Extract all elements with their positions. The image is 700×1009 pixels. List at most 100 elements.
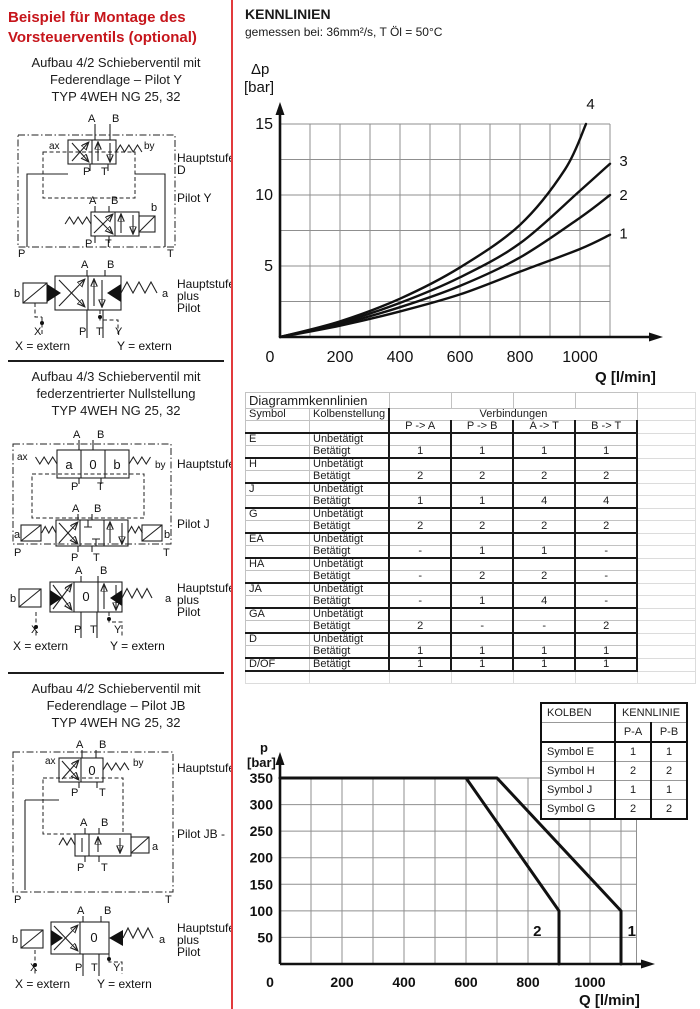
box-a-label: a	[65, 457, 73, 472]
port-t-label: T	[99, 787, 106, 799]
value-cell: 2	[388, 470, 452, 484]
comb-x-label: X	[31, 624, 39, 636]
value-cell: 2	[450, 520, 514, 534]
kolben-header: Kolbenstellung	[309, 408, 390, 421]
pilot-sol-a-label: a	[14, 529, 21, 541]
empty-cell	[574, 392, 638, 409]
section2-heading-line3: TYP 4WEH NG 25, 32	[51, 403, 181, 418]
symbol-cell: D	[245, 632, 310, 646]
outer-frame	[17, 134, 176, 248]
pilot-port-p-label: P	[71, 552, 78, 564]
pilot-ax-label: ax	[45, 756, 56, 767]
value-cell: 1	[450, 657, 514, 672]
port-b-label: B	[99, 739, 106, 751]
state-cell: Betätigt	[309, 470, 390, 484]
x-tick-label: 800	[507, 349, 534, 366]
state-cell: Betätigt	[309, 545, 390, 559]
symbol-cell: HA	[245, 557, 310, 571]
section3-heading-line1: Aufbau 4/2 Schieberventil mit	[31, 681, 201, 696]
value-cell: 4	[512, 495, 576, 509]
empty-cell	[245, 420, 310, 434]
section2-heading-line2: federzentrierter Nullstellung	[36, 386, 196, 401]
symbol-cell: EA	[245, 532, 310, 546]
value-cell	[450, 557, 514, 571]
state-cell: Betätigt	[309, 570, 390, 584]
frame-p-label: P	[14, 894, 21, 906]
y-tick-label: 350	[250, 770, 274, 786]
x-extern-label: X = extern	[13, 639, 68, 653]
state-cell: Unbetätigt	[309, 482, 390, 496]
comb-x-label: X	[34, 326, 42, 338]
hauptstufe-d-label: D	[177, 163, 186, 177]
symbol-row: GA Unbetätigt	[245, 607, 696, 621]
curve-label-3: 3	[619, 153, 627, 170]
state-cell: Unbetätigt	[309, 507, 390, 521]
ghost-cell	[636, 392, 696, 409]
frame-t-label: T	[163, 547, 170, 559]
ghost-cell	[636, 670, 696, 684]
pilot-jb-label: Pilot JB -	[177, 827, 225, 841]
symbol-row: Betätigt 1 1 4 4	[245, 495, 696, 509]
section2-heading-line1: Aufbau 4/3 Schieberventil mit	[31, 369, 201, 384]
value-cell	[450, 507, 514, 521]
y-extern-label: Y = extern	[97, 977, 152, 990]
value-cell: 1	[574, 657, 639, 672]
value-cell: 1	[574, 445, 639, 459]
pa-value: 1	[614, 780, 652, 800]
outer-frame	[12, 751, 174, 893]
comb-t-label: T	[96, 326, 103, 338]
pilot-y-label: Pilot Y	[177, 191, 211, 205]
diagrammkennlinien-table-wrap: Diagrammkennlinien Symbol Kolbenstellung Ve…	[245, 392, 696, 684]
value-cell: 1	[512, 657, 576, 672]
curve-3	[278, 162, 612, 339]
x-tick-label: 0	[266, 974, 274, 990]
symbol-label: Symbol H	[540, 761, 616, 781]
pb-header: P-B	[650, 722, 688, 743]
section1-heading-line1: Aufbau 4/2 Schieberventil mit	[31, 55, 201, 70]
section1-heading: Aufbau 4/2 Schieberventil mit Federendla…	[0, 54, 232, 105]
kennlinien-subtitle: gemessen bei: 36mm²/s, T Öl = 50°C	[245, 25, 443, 39]
empty-cell	[388, 392, 452, 409]
x-axis-arrow	[641, 959, 655, 969]
symbol-row: H Unbetätigt	[245, 457, 696, 471]
combined-valve	[18, 576, 153, 638]
comb-spring-a-label: a	[159, 934, 166, 946]
schematic-4-2-pilot-y: A B ax by P T Hauptstufe D A B b P T Pil…	[14, 113, 232, 353]
frame-p-label: P	[18, 248, 25, 260]
box-b-label: b	[113, 457, 120, 472]
value-cell	[388, 632, 452, 646]
value-cell: -	[574, 545, 639, 559]
symbol-row: Betätigt 1 1 1 1	[245, 445, 696, 459]
symbol-header: Symbol	[245, 408, 310, 421]
kennlinie-header: KENNLINIE	[614, 702, 688, 723]
ghost-cell	[388, 670, 452, 684]
ghost-cell	[636, 545, 696, 559]
comb-spring-a-label: a	[165, 593, 172, 605]
comb-sol-b-label: b	[12, 934, 18, 946]
empty-cell	[512, 392, 576, 409]
value-cell: 1	[388, 495, 452, 509]
value-cell: 1	[512, 445, 576, 459]
ghost-cell	[636, 432, 696, 446]
value-cell	[574, 532, 639, 546]
plus-label3: Pilot	[177, 945, 201, 959]
ghost-cell	[636, 457, 696, 471]
value-cell	[574, 557, 639, 571]
symbol-row: Betätigt 2 2 2 2	[245, 520, 696, 534]
pilot-valve	[58, 828, 150, 862]
comb-p-label: P	[75, 962, 82, 974]
comb-port-a-label: A	[75, 565, 83, 577]
outer-frame	[12, 443, 172, 545]
value-cell	[388, 532, 452, 546]
plus-label1: Hauptstufe	[177, 921, 232, 935]
ghost-cell	[636, 607, 696, 621]
pb-value: 2	[650, 761, 688, 781]
comb-port-a-label: A	[77, 905, 85, 917]
box-0-label: 0	[88, 763, 95, 778]
value-cell	[574, 507, 639, 521]
empty-cell	[450, 392, 514, 409]
column-divider	[231, 0, 233, 1009]
empty-cell	[540, 722, 616, 743]
symbol-cell	[245, 645, 310, 659]
